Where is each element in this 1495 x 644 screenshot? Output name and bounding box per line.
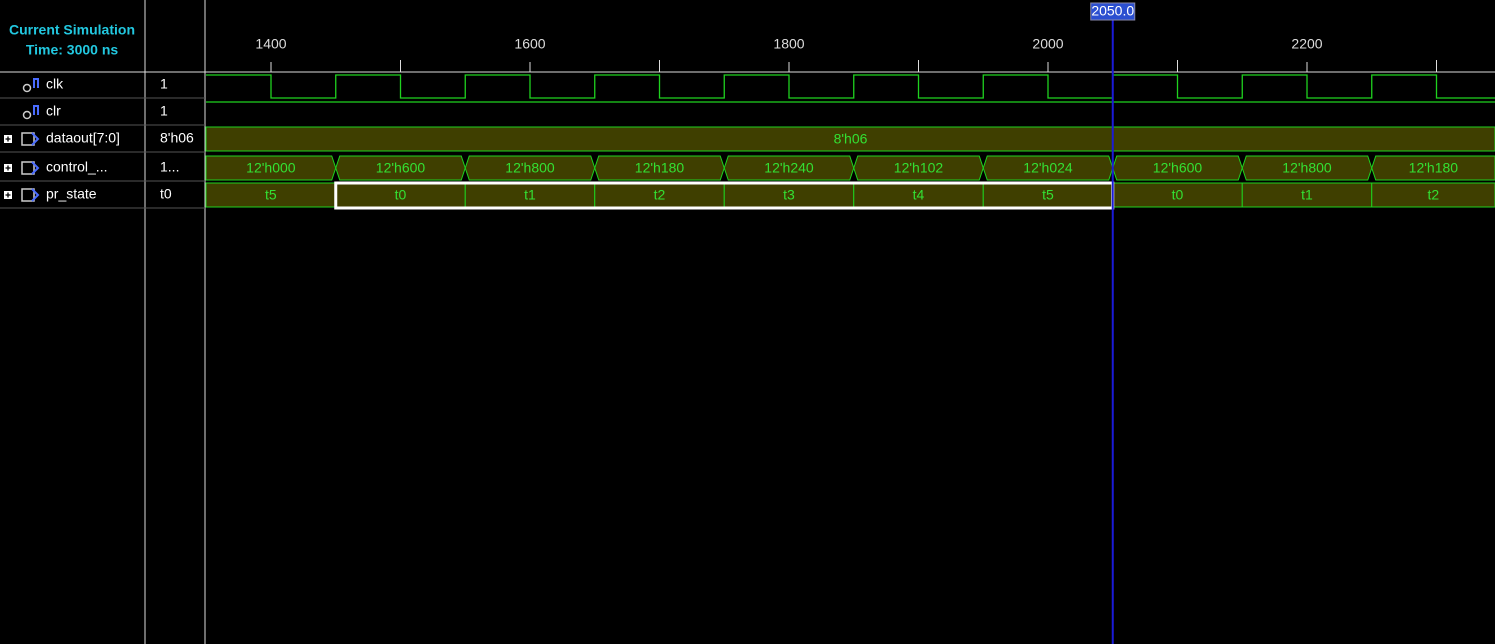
signal-name: clr <box>46 103 61 119</box>
time-tick-label: 1800 <box>773 36 804 52</box>
signal-value: 1 <box>160 76 168 92</box>
signal-value: 1... <box>160 159 179 175</box>
time-tick-label: 2200 <box>1291 36 1322 52</box>
time-tick-label: 1600 <box>514 36 545 52</box>
bus-value: t2 <box>1428 187 1440 203</box>
bus-value: t5 <box>265 187 277 203</box>
signal-value: t0 <box>160 186 172 202</box>
bus-icon <box>21 161 35 175</box>
bus-icon <box>21 188 35 202</box>
bus-value: t4 <box>913 187 925 203</box>
expand-plus <box>5 165 11 171</box>
clock-wave <box>206 74 1495 99</box>
signal-name: clk <box>46 76 64 92</box>
bus-value: t2 <box>654 187 666 203</box>
bus-segment <box>1371 182 1495 208</box>
expand-plus <box>5 192 11 198</box>
bus-value: 12'h600 <box>1153 160 1203 176</box>
bus-segment <box>205 126 1495 152</box>
sim-time: Time: 3000 ns <box>26 42 119 58</box>
bus-value: t5 <box>1042 187 1054 203</box>
time-tick-label: 1400 <box>255 36 286 52</box>
bus-value: t0 <box>395 187 407 203</box>
bus-icon <box>21 132 35 146</box>
signal-value: 8'h06 <box>160 130 194 146</box>
bus-value: t0 <box>1172 187 1184 203</box>
bus-value: t1 <box>1301 187 1313 203</box>
bus-value: 12'h800 <box>1282 160 1332 176</box>
bus-icon-arrow <box>31 161 40 175</box>
signal-icon <box>22 110 32 120</box>
signal-icon <box>22 83 32 93</box>
bus-icon-arrow <box>31 188 40 202</box>
sim-title: Current Simulation <box>9 22 135 38</box>
signal-name: control_... <box>46 159 107 175</box>
bus-value: 8'h06 <box>834 131 868 147</box>
cursor-label-box <box>1090 2 1136 21</box>
bus-value: 12'h102 <box>894 160 944 176</box>
bus-value: t1 <box>524 187 536 203</box>
expand-plus <box>5 136 11 142</box>
bus-segment <box>1371 155 1495 181</box>
bus-value: 12'h000 <box>246 160 296 176</box>
bus-value: t3 <box>783 187 795 203</box>
bus-icon-arrow <box>31 132 40 146</box>
signal-name: dataout[7:0] <box>46 130 120 146</box>
cursor-label: 2050.0 <box>1091 3 1134 19</box>
bus-value: 12'h240 <box>764 160 814 176</box>
signal-name: pr_state <box>46 186 97 202</box>
signal-icon-wave <box>33 78 39 88</box>
signal-value: 1 <box>160 103 168 119</box>
signal-icon-wave <box>33 105 39 115</box>
bus-value: 12'h024 <box>1023 160 1073 176</box>
bus-value: 12'h180 <box>1409 160 1459 176</box>
time-tick-label: 2000 <box>1032 36 1063 52</box>
bus-value: 12'h180 <box>635 160 685 176</box>
bus-value: 12'h600 <box>376 160 426 176</box>
bus-value: 12'h800 <box>505 160 555 176</box>
